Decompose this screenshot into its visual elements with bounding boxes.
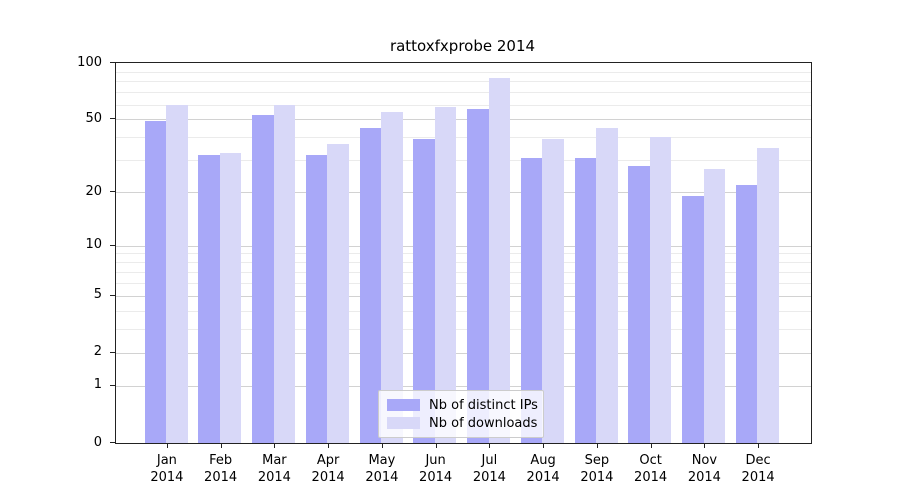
bar-distinct-ips: [413, 139, 435, 443]
major-gridline: [116, 192, 811, 194]
x-tick-label: Aug 2014: [526, 453, 560, 485]
y-tick: [110, 118, 115, 120]
y-tick-label: 100: [77, 54, 102, 70]
bar-distinct-ips: [467, 108, 489, 443]
x-tick-label: Sep 2014: [580, 453, 614, 485]
bar-downloads: [596, 127, 618, 443]
bar-downloads: [166, 104, 188, 443]
legend-label: Nb of downloads: [429, 415, 538, 431]
bar-distinct-ips: [198, 155, 220, 443]
minor-gridline: [116, 328, 811, 330]
y-tick: [110, 244, 115, 246]
minor-gridline: [116, 137, 811, 139]
minor-gridline: [116, 160, 811, 162]
bar-distinct-ips: [305, 155, 328, 443]
downloads-swatch: [387, 417, 420, 429]
bar-downloads: [327, 143, 349, 443]
minor-gridline: [116, 282, 811, 284]
x-tick: [435, 443, 437, 448]
x-tick: [166, 443, 168, 448]
x-tick: [704, 443, 706, 448]
major-gridline: [116, 119, 811, 121]
x-tick: [381, 443, 383, 448]
x-tick: [220, 443, 222, 448]
minor-gridline: [116, 71, 811, 73]
bar-downloads: [488, 78, 511, 443]
y-tick-label: 50: [85, 110, 102, 126]
legend-entry: Nb of distinct IPs: [387, 396, 538, 414]
x-tick-label: Jun 2014: [419, 453, 453, 485]
minor-gridline: [116, 262, 811, 264]
bar-downloads: [703, 168, 726, 443]
x-tick-label: Jan 2014: [150, 453, 184, 485]
bar-downloads: [219, 152, 242, 443]
minor-gridline: [116, 310, 811, 312]
x-tick: [328, 443, 330, 448]
bar-distinct-ips: [682, 196, 704, 443]
bar-downloads: [381, 111, 403, 443]
bar-distinct-ips: [628, 165, 650, 443]
minor-gridline: [116, 81, 811, 83]
bar-distinct-ips: [359, 127, 382, 443]
legend: Nb of distinct IPs Nb of downloads: [378, 390, 544, 438]
y-tick-label: 5: [93, 287, 102, 302]
y-tick: [110, 191, 115, 193]
distinct-ips-swatch: [387, 399, 420, 411]
bar-downloads: [757, 147, 779, 443]
bar-downloads: [434, 107, 457, 443]
y-tick-label: 20: [85, 183, 102, 199]
bar-distinct-ips: [735, 184, 758, 443]
bar-distinct-ips: [252, 114, 274, 443]
minor-gridline: [116, 253, 811, 255]
y-tick-label: 1: [93, 377, 102, 393]
x-tick: [596, 443, 598, 448]
x-tick-label: Dec 2014: [741, 453, 775, 485]
bar-downloads: [649, 137, 672, 443]
legend-entry: Nb of downloads: [387, 414, 538, 432]
major-gridline: [116, 295, 811, 297]
x-tick-label: May 2014: [365, 453, 399, 485]
x-tick-label: Apr 2014: [311, 453, 345, 485]
y-tick: [110, 442, 115, 443]
bar-distinct-ips: [574, 157, 597, 443]
x-tick: [650, 443, 652, 448]
y-tick: [110, 351, 115, 353]
major-gridline: [116, 352, 811, 354]
x-tick-label: Nov 2014: [687, 453, 721, 485]
major-gridline: [116, 385, 811, 387]
plot-area: [115, 62, 812, 444]
x-tick: [274, 443, 276, 448]
y-tick-label: 0: [93, 434, 102, 450]
x-tick-label: Feb 2014: [204, 453, 238, 485]
y-tick: [110, 62, 115, 63]
x-tick-label: Mar 2014: [257, 453, 291, 485]
y-tick-label: 2: [93, 344, 102, 359]
x-tick-label: Oct 2014: [634, 453, 668, 485]
legend-label: Nb of distinct IPs: [429, 397, 538, 413]
y-tick-label: 10: [85, 237, 102, 253]
bar-downloads: [273, 104, 296, 443]
bar-downloads: [542, 139, 564, 443]
y-tick: [110, 294, 115, 296]
minor-gridline: [116, 104, 811, 106]
x-tick-label: Jul 2014: [472, 453, 506, 485]
bar-distinct-ips: [144, 120, 167, 443]
major-gridline: [116, 245, 811, 247]
y-tick: [110, 384, 115, 386]
minor-gridline: [116, 92, 811, 93]
x-tick: [543, 443, 545, 448]
x-tick: [758, 443, 760, 448]
x-tick: [489, 443, 491, 448]
bar-distinct-ips: [520, 157, 543, 443]
minor-gridline: [116, 271, 811, 273]
chart-title: rattoxfxprobe 2014: [389, 37, 536, 55]
